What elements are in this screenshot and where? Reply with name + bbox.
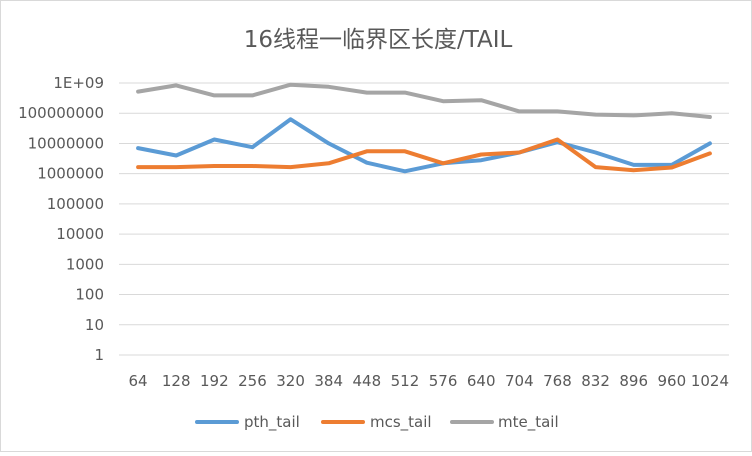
series-line-pth_tail: [136, 117, 712, 174]
x-tick-label: 256: [238, 372, 267, 390]
x-tick-label: 704: [505, 372, 534, 390]
x-tick-label: 192: [200, 372, 229, 390]
series-line-mte_tail: [136, 82, 712, 119]
y-tick-label: 1: [94, 346, 104, 364]
x-tick-label: 640: [467, 372, 496, 390]
x-tick-label: 960: [657, 372, 686, 390]
legend-label-mcs_tail: mcs_tail: [370, 413, 432, 432]
y-tick-label: 100000000: [18, 104, 104, 122]
x-tick-label: 384: [314, 372, 343, 390]
x-tick-label: 512: [391, 372, 420, 390]
y-tick-label: 100: [75, 286, 104, 304]
x-tick-label: 448: [352, 372, 381, 390]
legend-label-pth_tail: pth_tail: [244, 413, 300, 432]
y-axis-ticks: 1 10 100 1000 10000 100000 1000000 10000000 1000…: [18, 74, 104, 364]
x-tick-label: 896: [619, 372, 648, 390]
y-tick-label: 100000: [47, 195, 104, 213]
y-tick-label: 1000000: [37, 165, 104, 183]
chart-title: 16线程一临界区长度/TAIL: [244, 27, 513, 53]
x-axis-ticks: 64 128 192 256 320 384 448 512 576 640 704 768 832 89…: [129, 372, 730, 390]
gridlines: [119, 82, 729, 356]
x-tick-label: 832: [581, 372, 610, 390]
x-tick-label: 320: [276, 372, 305, 390]
y-tick-label: 10000000: [28, 134, 104, 152]
x-tick-label: 576: [429, 372, 458, 390]
series-line-mcs_tail: [136, 137, 712, 173]
y-tick-label: 1000: [66, 255, 104, 273]
y-tick-label: 1E+09: [53, 74, 104, 92]
x-tick-label: 64: [129, 372, 148, 390]
x-tick-label: 768: [543, 372, 572, 390]
y-tick-label: 10000: [56, 225, 104, 243]
y-tick-label: 10: [85, 316, 104, 334]
x-tick-label: 128: [162, 372, 191, 390]
series-lines: [136, 82, 712, 174]
legend: pth_tail mcs_tail mte_tail: [195, 413, 559, 432]
legend-label-mte_tail: mte_tail: [498, 413, 559, 432]
x-tick-label: 1024: [691, 372, 729, 390]
